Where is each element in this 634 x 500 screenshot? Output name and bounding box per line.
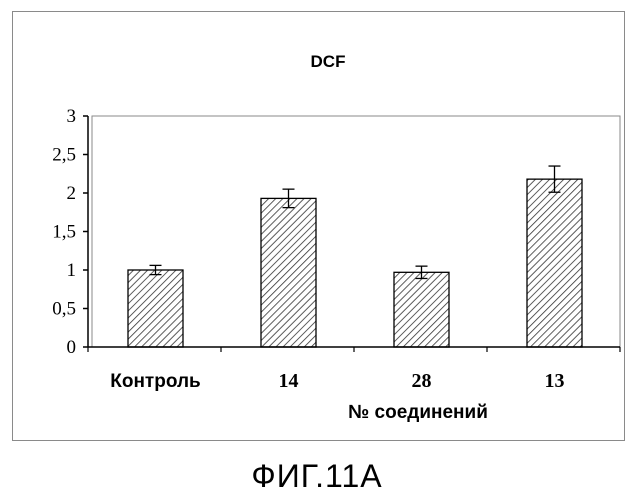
x-axis: Контроль 14 28 13	[88, 347, 620, 392]
x-tick-label: 28	[412, 370, 432, 392]
figure-caption: ФИГ.11А	[0, 458, 634, 495]
y-tick-label: 1,5	[52, 222, 76, 243]
bars	[128, 166, 582, 347]
x-tick-label: 14	[279, 370, 299, 392]
x-tick-label: 13	[545, 370, 565, 392]
bar	[261, 198, 316, 347]
y-tick-label: 3	[67, 106, 77, 127]
bar	[128, 270, 183, 347]
chart-title: DCF	[311, 52, 346, 71]
y-tick-label: 1	[67, 260, 77, 281]
bar	[394, 272, 449, 347]
y-tick-label: 0	[67, 337, 77, 358]
x-tick-label: Контроль	[110, 371, 200, 392]
y-tick-label: 2	[67, 183, 77, 204]
y-axis: 0 0,5 1 1,5 2 2,5 3	[52, 106, 88, 358]
y-tick-label: 2,5	[52, 145, 76, 166]
bar	[527, 179, 582, 347]
x-axis-label: № соединений	[348, 402, 488, 423]
y-tick-label: 0,5	[52, 299, 76, 320]
